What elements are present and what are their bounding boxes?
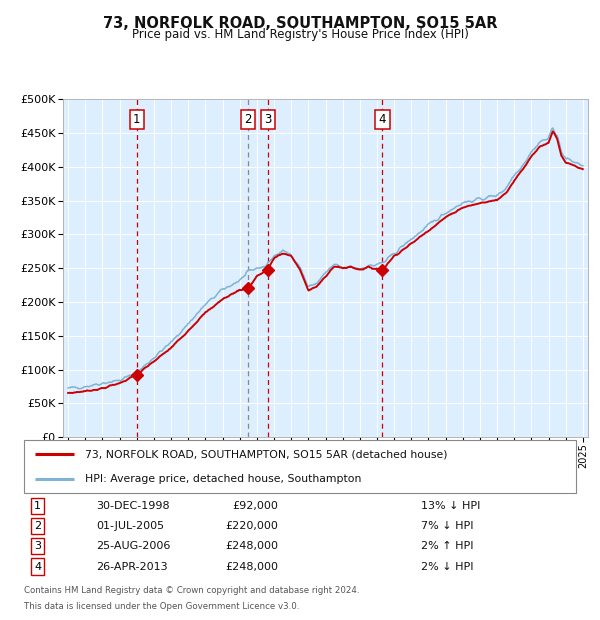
- Text: 3: 3: [34, 541, 41, 551]
- Text: 4: 4: [34, 562, 41, 572]
- Text: 13% ↓ HPI: 13% ↓ HPI: [421, 501, 481, 511]
- Text: 7% ↓ HPI: 7% ↓ HPI: [421, 521, 474, 531]
- Text: HPI: Average price, detached house, Southampton: HPI: Average price, detached house, Sout…: [85, 474, 361, 484]
- Text: Contains HM Land Registry data © Crown copyright and database right 2024.: Contains HM Land Registry data © Crown c…: [24, 586, 359, 595]
- Text: 30-DEC-1998: 30-DEC-1998: [96, 501, 169, 511]
- Text: 4: 4: [379, 113, 386, 126]
- Text: 25-AUG-2006: 25-AUG-2006: [96, 541, 170, 551]
- Text: £220,000: £220,000: [225, 521, 278, 531]
- Text: Price paid vs. HM Land Registry's House Price Index (HPI): Price paid vs. HM Land Registry's House …: [131, 28, 469, 41]
- Text: £92,000: £92,000: [232, 501, 278, 511]
- Text: 1: 1: [133, 113, 140, 126]
- FancyBboxPatch shape: [24, 440, 576, 493]
- Text: 2: 2: [245, 113, 252, 126]
- Text: 01-JUL-2005: 01-JUL-2005: [96, 521, 164, 531]
- Text: 3: 3: [265, 113, 272, 126]
- Text: 2: 2: [34, 521, 41, 531]
- Text: 73, NORFOLK ROAD, SOUTHAMPTON, SO15 5AR (detached house): 73, NORFOLK ROAD, SOUTHAMPTON, SO15 5AR …: [85, 450, 447, 459]
- Text: 1: 1: [34, 501, 41, 511]
- Text: 73, NORFOLK ROAD, SOUTHAMPTON, SO15 5AR: 73, NORFOLK ROAD, SOUTHAMPTON, SO15 5AR: [103, 16, 497, 30]
- Text: This data is licensed under the Open Government Licence v3.0.: This data is licensed under the Open Gov…: [24, 602, 299, 611]
- Text: £248,000: £248,000: [225, 562, 278, 572]
- Text: 2% ↑ HPI: 2% ↑ HPI: [421, 541, 474, 551]
- Text: 2% ↓ HPI: 2% ↓ HPI: [421, 562, 474, 572]
- Text: 26-APR-2013: 26-APR-2013: [96, 562, 167, 572]
- Text: £248,000: £248,000: [225, 541, 278, 551]
